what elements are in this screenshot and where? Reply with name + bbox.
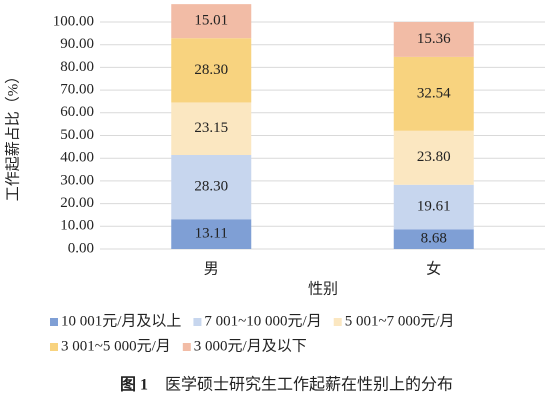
y-tick-label: 100.00 — [53, 13, 94, 29]
legend-swatch — [333, 318, 342, 326]
legend-swatch — [50, 343, 58, 351]
data-label: 15.01 — [194, 13, 228, 29]
y-tick-label: 70.00 — [60, 82, 94, 98]
y-tick-label: 80.00 — [60, 59, 94, 75]
bar-segment — [171, 219, 252, 249]
data-label: 8.68 — [421, 231, 447, 247]
figure-label: 图 1 — [120, 376, 148, 394]
legend-swatch — [50, 318, 58, 326]
y-tick-label: 40.00 — [60, 150, 94, 166]
data-label: 28.30 — [194, 179, 228, 195]
y-tick-label: 60.00 — [60, 104, 94, 120]
legend-swatch — [193, 318, 202, 326]
bar-segment — [171, 154, 252, 220]
legend-label: 5 001~7 000元/月 — [345, 313, 455, 329]
caption: 医学硕士研究生工作起薪在性别上的分布 — [165, 376, 453, 394]
data-label: 32.54 — [417, 85, 451, 101]
bar-segment — [393, 184, 474, 230]
legend-swatch — [182, 343, 191, 351]
data-label: 23.15 — [194, 120, 228, 136]
data-label: 13.11 — [195, 226, 228, 242]
y-tick-label: 20.00 — [60, 195, 94, 211]
bar-segment — [393, 229, 474, 249]
y-tick-label: 30.00 — [60, 172, 94, 188]
x-axis-label: 性别 — [308, 280, 338, 297]
data-label: 28.30 — [194, 62, 228, 78]
data-label: 23.80 — [417, 149, 451, 165]
data-label: 15.36 — [417, 31, 451, 47]
x-tick-label: 男 — [204, 261, 219, 277]
bar-segment — [393, 130, 474, 185]
y-tick-label: 10.00 — [60, 218, 94, 234]
bar-segment — [393, 22, 474, 57]
bar-segment — [171, 4, 252, 39]
y-tick-label: 0.00 — [68, 240, 94, 256]
legend-label: 10 001元/月及以上 — [61, 312, 181, 329]
data-label: 19.61 — [417, 198, 451, 214]
bar-segment — [171, 38, 252, 103]
y-tick-label: 50.00 — [60, 127, 94, 143]
x-tick-label: 女 — [426, 259, 441, 277]
y-axis-label: 工作起薪占比（%） — [4, 69, 21, 202]
y-tick-label: 90.00 — [60, 36, 94, 52]
legend-label: 3 001~5 000元/月 — [61, 338, 171, 354]
bar-segment — [171, 102, 252, 155]
legend-label: 7 001~10 000元/月 — [204, 313, 321, 329]
legend-label: 3 000元/月及以下 — [194, 338, 307, 354]
bar-segment — [393, 56, 474, 131]
